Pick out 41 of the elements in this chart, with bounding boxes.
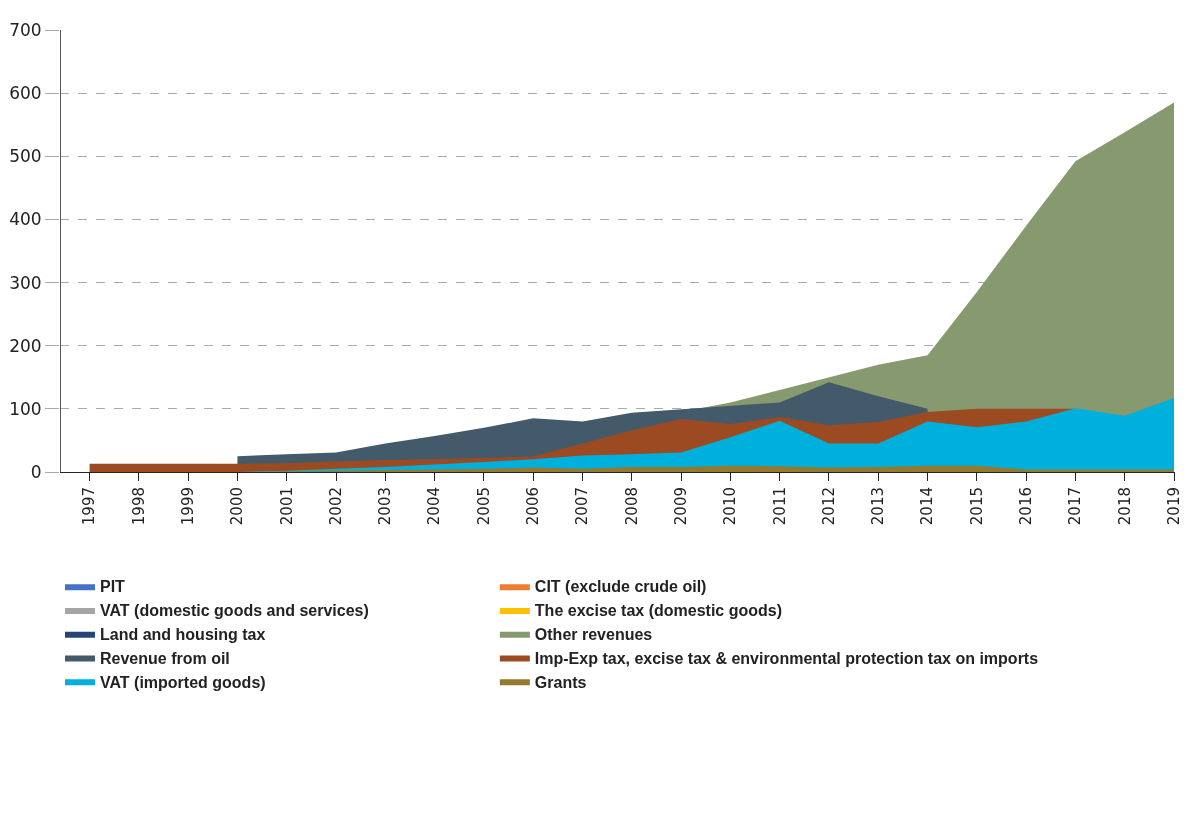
legend-label: CIT (exclude crude oil) xyxy=(534,578,707,596)
x-tick-label: 2001 xyxy=(277,487,296,526)
x-tick-label: 1997 xyxy=(80,487,99,526)
x-tick-label: 2014 xyxy=(918,487,937,526)
x-tick-label: 2009 xyxy=(671,487,690,526)
x-tick-label: 1998 xyxy=(129,487,148,526)
x-tick-label: 2008 xyxy=(622,487,641,526)
legend-label: Imp-Exp tax, excise tax & environmental protection tax on imports xyxy=(534,649,1039,667)
y-tick-label: 700 xyxy=(9,19,42,40)
legend-label: VAT (imported goods) xyxy=(100,673,266,691)
x-tick-label: 2015 xyxy=(967,487,986,526)
x-tick-label: 2019 xyxy=(1164,487,1183,526)
x-tick-label: 2011 xyxy=(770,487,789,526)
y-tick-label: 500 xyxy=(9,146,42,167)
legend-label: Other revenues xyxy=(534,625,653,643)
x-tick-label: 2002 xyxy=(326,487,345,526)
y-tick-label: 0 xyxy=(30,461,42,482)
x-tick-label: 2007 xyxy=(573,487,592,526)
x-tick-label: 2010 xyxy=(721,487,740,526)
x-tick-label: 2018 xyxy=(1115,487,1134,526)
legend-label: Land and housing tax xyxy=(100,625,266,643)
legend-label: Grants xyxy=(534,673,587,691)
legend-label: PIT xyxy=(100,578,126,596)
x-tick-label: 2000 xyxy=(228,487,247,526)
x-tick-label: 2005 xyxy=(474,487,493,526)
legend-label: VAT (domestic goods and services) xyxy=(100,602,369,620)
y-tick-label: 200 xyxy=(9,335,42,356)
y-tick-label: 100 xyxy=(9,398,42,419)
x-tick-label: 1999 xyxy=(179,487,198,526)
x-tick-label: 2004 xyxy=(425,487,444,526)
x-tick-label: 2003 xyxy=(376,487,395,526)
x-tick-label: 2013 xyxy=(869,487,888,526)
legend-label: Revenue from oil xyxy=(100,649,230,667)
x-tick-label: 2012 xyxy=(819,487,838,526)
x-tick-label: 2016 xyxy=(1017,487,1036,526)
x-tick-label: 2017 xyxy=(1066,487,1085,526)
y-tick-label: 400 xyxy=(9,209,42,230)
x-tick-label: 2006 xyxy=(524,487,543,526)
y-tick-label: 600 xyxy=(9,83,42,104)
legend-label: The excise tax (domestic goods) xyxy=(534,602,783,620)
y-tick-label: 300 xyxy=(9,272,42,293)
